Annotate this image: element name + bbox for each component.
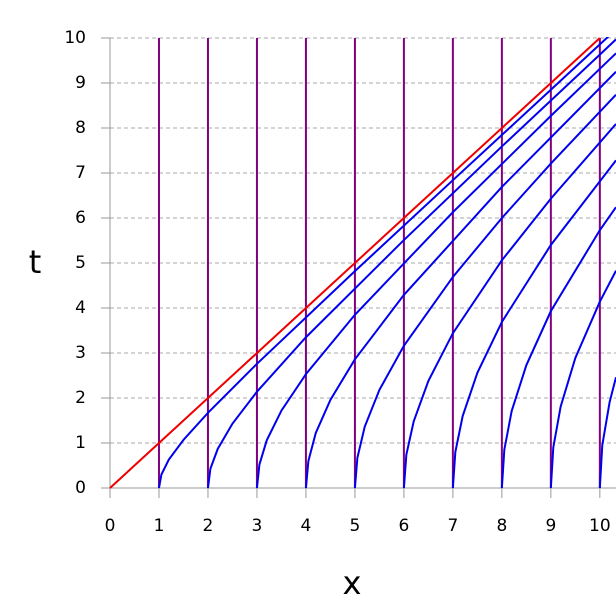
characteristic-line [402,123,616,489]
x-tick-label: 2 [203,516,214,536]
y-tick-label: 0 [75,478,86,498]
characteristic-line [353,94,616,489]
x-tick-label: 9 [545,516,556,536]
characteristic-line [206,38,616,489]
y-tick-label: 10 [64,28,86,48]
characteristic-line [109,37,601,489]
y-tick-label: 1 [75,433,86,453]
y-tick-label: 5 [75,253,86,273]
x-tick-label: 6 [398,516,409,536]
x-tick-label: 0 [105,516,116,536]
y-tick-label: 8 [75,118,86,138]
characteristic-line [549,270,616,489]
x-tick-label: 1 [154,516,165,536]
x-tick-label: 8 [496,516,507,536]
y-tick-label: 2 [75,388,86,408]
characteristic-line [500,206,616,489]
characteristic-line [157,37,610,489]
y-tick-label: 3 [75,343,86,363]
y-tick-label: 7 [75,163,86,183]
x-tick-label: 7 [447,516,458,536]
characteristic-line [304,71,616,489]
y-tick-label: 9 [75,73,86,93]
y-tick-label: 6 [75,208,86,228]
x-axis-label: x [343,564,362,600]
x-tick-label: 10 [589,516,611,536]
characteristic-line [451,159,616,489]
characteristic-line [255,52,616,489]
y-tick-label: 4 [75,298,86,318]
x-tick-label: 4 [301,516,312,536]
plot-area [109,37,616,489]
characteristic-line [598,377,616,489]
x-tick-label: 3 [252,516,263,536]
x-tick-label: 5 [350,516,361,536]
y-axis-label: t [29,243,42,281]
